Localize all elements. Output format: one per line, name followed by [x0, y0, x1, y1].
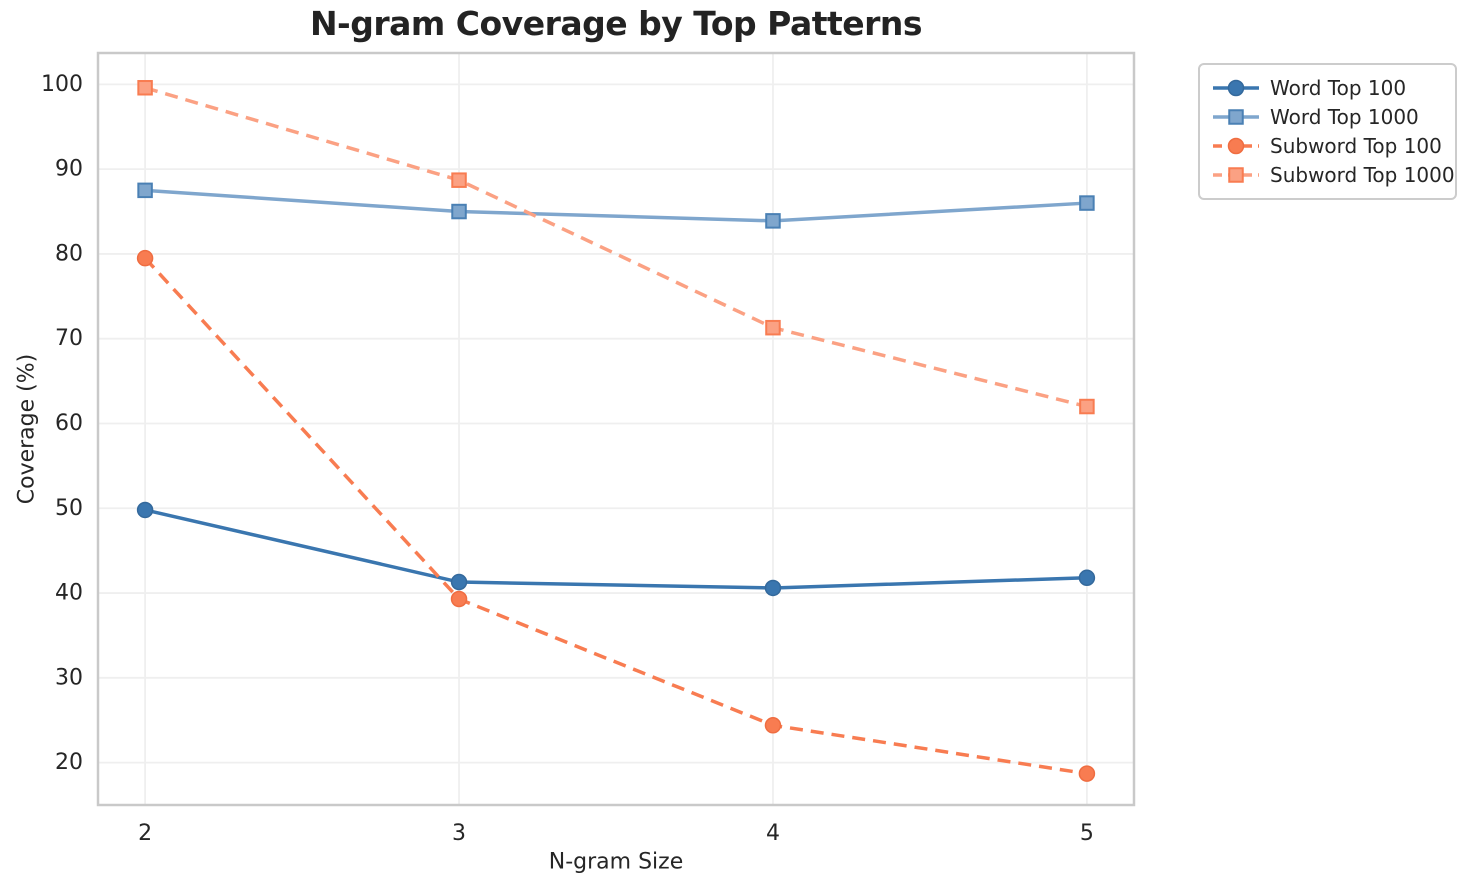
legend-line-sample — [1213, 167, 1259, 183]
legend-marker-square-icon — [1228, 167, 1244, 183]
legend-label-word-top-100: Word Top 100 — [1270, 76, 1407, 100]
legend-item-word-top-100: Word Top 100 — [1212, 74, 1443, 102]
legend-swatch-subword-top-100-icon — [1212, 135, 1260, 157]
legend-item-subword-top-100: Subword Top 100 — [1212, 132, 1443, 160]
x-tick-label: 2 — [138, 821, 152, 846]
legend: Word Top 100 Word Top 1000 Subword Top 1… — [1198, 63, 1457, 200]
y-axis-label: Coverage (%) — [14, 353, 40, 505]
y-tick-label: 40 — [55, 581, 83, 606]
data-point-marker-word-top-1000 — [137, 182, 153, 199]
legend-item-word-top-1000: Word Top 1000 — [1212, 103, 1443, 131]
data-point-marker-word-top-100 — [1078, 569, 1096, 587]
series-line-word-top-1000 — [144, 188, 1088, 223]
y-tick-label: 90 — [55, 157, 83, 182]
y-tick-label: 100 — [41, 72, 83, 97]
legend-line-sample — [1213, 109, 1259, 125]
series-line-subword-top-1000 — [144, 86, 1088, 409]
legend-swatch-subword-top-1000-icon — [1212, 164, 1260, 186]
data-point-marker-subword-top-1000 — [765, 319, 781, 336]
x-tick-label: 5 — [1080, 821, 1094, 846]
series-line-word-top-100 — [144, 508, 1087, 590]
data-point-marker-subword-top-100 — [764, 717, 782, 734]
legend-marker-square-icon — [1228, 109, 1244, 125]
legend-swatch-word-top-100-icon — [1212, 77, 1260, 99]
data-point-marker-subword-top-100 — [450, 590, 468, 608]
y-tick-label: 80 — [55, 241, 83, 266]
y-tick-label: 60 — [55, 411, 83, 436]
data-point-marker-word-top-100 — [764, 579, 782, 597]
legend-label-subword-top-100: Subword Top 100 — [1270, 134, 1442, 158]
legend-line-sample — [1213, 79, 1259, 97]
x-tick-label: 3 — [452, 821, 466, 846]
y-tick-label: 30 — [55, 665, 83, 690]
legend-label-subword-top-1000: Subword Top 1000 — [1270, 163, 1455, 187]
y-tick-label: 50 — [55, 496, 83, 521]
y-tick-label: 70 — [55, 326, 83, 351]
data-point-marker-word-top-100 — [136, 501, 154, 519]
legend-item-subword-top-1000: Subword Top 1000 — [1212, 161, 1455, 189]
data-point-marker-word-top-1000 — [765, 213, 781, 229]
x-tick-label: 4 — [766, 821, 780, 846]
data-point-marker-subword-top-100 — [1078, 765, 1096, 782]
series-line-subword-top-100 — [143, 256, 1088, 776]
legend-swatch-word-top-1000-icon — [1212, 106, 1260, 128]
legend-marker-circle-icon — [1227, 79, 1245, 97]
data-point-marker-subword-top-1000 — [1079, 398, 1095, 415]
data-point-marker-word-top-1000 — [451, 203, 467, 220]
data-point-marker-word-top-100 — [450, 573, 468, 591]
legend-marker-circle-icon — [1227, 137, 1245, 155]
legend-line-sample — [1213, 137, 1259, 155]
data-point-marker-word-top-1000 — [1079, 195, 1095, 211]
y-tick-label: 20 — [55, 750, 83, 775]
data-point-marker-subword-top-1000 — [137, 80, 153, 96]
data-point-marker-subword-top-1000 — [451, 172, 467, 188]
chart-title: N-gram Coverage by Top Patterns — [309, 4, 923, 43]
legend-label-word-top-1000: Word Top 1000 — [1270, 105, 1419, 129]
plot-border — [96, 51, 1136, 807]
x-axis-label: N-gram Size — [548, 849, 684, 875]
data-point-marker-subword-top-100 — [136, 249, 154, 267]
